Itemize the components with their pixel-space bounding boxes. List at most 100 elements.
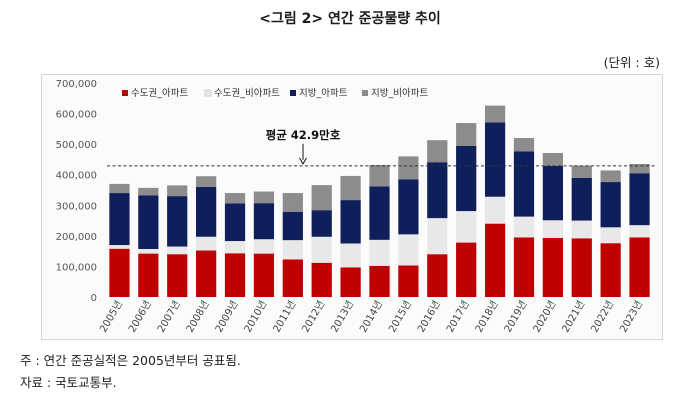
bar-segment (340, 200, 361, 244)
x-tick-label: 2015년 (386, 299, 414, 335)
bar-segment (513, 216, 535, 238)
x-tick-label: 2021년 (560, 299, 588, 335)
x-tick-label: 2014년 (357, 299, 385, 335)
bar-segment (196, 186, 217, 237)
bar-segment (427, 140, 448, 163)
bar-segment (282, 259, 303, 297)
legend-swatch (290, 90, 296, 96)
bar-segment (311, 185, 332, 211)
bar-segment (109, 245, 130, 249)
bar-segment (340, 267, 361, 297)
x-tick-label: 2016년 (415, 299, 443, 335)
bar-segment (369, 164, 390, 187)
legend-label: 수도권_비아파트 (214, 87, 280, 99)
bar-segment (224, 241, 246, 254)
bar-segment (542, 153, 563, 166)
bar-segment (542, 165, 563, 221)
x-tick-label: 2012년 (300, 299, 328, 335)
legend-label: 지방_아파트 (299, 88, 348, 99)
y-tick-label: 600,000 (56, 110, 97, 121)
bar-segment (253, 203, 275, 240)
bar-segment (253, 191, 275, 204)
x-tick-label: 2008년 (184, 299, 212, 335)
bar-segment (196, 236, 217, 251)
x-tick-label: 2007년 (155, 299, 183, 335)
bar-segment (311, 262, 332, 297)
bar-segment (571, 177, 592, 221)
bar-segment (600, 227, 621, 244)
bar-segment (629, 237, 650, 297)
bar-segment (484, 122, 506, 197)
bar-segment (282, 240, 303, 260)
figure-title: <그림 2> 연간 준공물량 추이 (259, 11, 441, 27)
bar-segment (456, 211, 477, 243)
legend-label: 수도권_아파트 (131, 87, 188, 99)
bar-segment (138, 249, 159, 254)
bar-segment (398, 179, 419, 235)
bar-segment (398, 156, 419, 180)
bar-segment (138, 187, 159, 196)
bar-segment (369, 186, 390, 240)
unit-label: (단위 : 호) (603, 55, 660, 70)
bar-segment (513, 237, 535, 297)
bar-segment (484, 223, 506, 297)
source-note: 자료 : 국토교통부. (20, 375, 117, 390)
bar-segment (196, 176, 217, 187)
bar-segment (456, 145, 477, 212)
y-tick-label: 0 (91, 293, 97, 304)
bar-segment (571, 165, 592, 178)
bar-segment (600, 170, 621, 183)
bar-segment (629, 225, 650, 238)
bar-segment (167, 254, 188, 297)
bar-segment (484, 196, 506, 224)
bar-segment (167, 185, 188, 197)
bar-segment (629, 173, 650, 226)
x-tick-label: 2011년 (271, 299, 299, 335)
bar-segment (138, 195, 159, 249)
bar-segment (427, 162, 448, 219)
bar-segment (224, 203, 246, 242)
bar-segment (253, 253, 275, 297)
bar-segment (513, 138, 535, 152)
legend-swatch (204, 89, 212, 97)
average-label: 평균 42.9만호 (266, 128, 341, 142)
x-tick-label: 2020년 (531, 299, 559, 335)
x-tick-label: 2010년 (242, 299, 270, 335)
bar-segment (542, 238, 563, 297)
bar-segment (138, 253, 159, 297)
bar-segment (340, 243, 361, 268)
stacked-bar-chart: 0 100,000 200,000 300,000 400,000 500,000 600,… (56, 79, 656, 335)
bar-segment (456, 123, 477, 146)
bar-segment (311, 236, 332, 263)
x-tick-label: 2009년 (213, 299, 241, 335)
bar-segment (571, 220, 592, 239)
y-tick-label: 300,000 (56, 201, 97, 212)
x-tick-label: 2017년 (444, 299, 472, 335)
bar-segment (109, 193, 130, 246)
bar-segment (224, 193, 246, 204)
x-tick-label: 2013년 (328, 299, 356, 335)
x-tick-label: 2022년 (589, 299, 617, 335)
x-tick-label: 2018년 (473, 299, 501, 335)
x-tick-label: 2019년 (502, 299, 530, 335)
bar-segment (398, 234, 419, 266)
bar-segment (340, 175, 361, 201)
y-tick-label: 100,000 (56, 262, 97, 273)
bar-segment (282, 193, 303, 213)
legend-label: 지방_비아파트 (371, 88, 428, 99)
y-tick-label: 700,000 (56, 79, 97, 90)
bar-segment (629, 164, 650, 174)
bar-segment (167, 196, 188, 247)
bar-segment (456, 242, 477, 297)
bar-segment (224, 253, 246, 297)
x-tick-label: 2006년 (126, 299, 154, 335)
bar-segment (109, 248, 130, 297)
bar-segment (311, 210, 332, 237)
footnote: 주 : 연간 준공실적은 2005년부터 공표됨. (20, 353, 241, 368)
bar-segment (369, 265, 390, 297)
bar-segment (196, 250, 217, 297)
bar-segment (571, 238, 592, 297)
legend-swatch (122, 90, 128, 96)
chart-area: 0 100,000 200,000 300,000 400,000 500,000 600,… (41, 74, 663, 340)
bar-segment (398, 265, 419, 297)
